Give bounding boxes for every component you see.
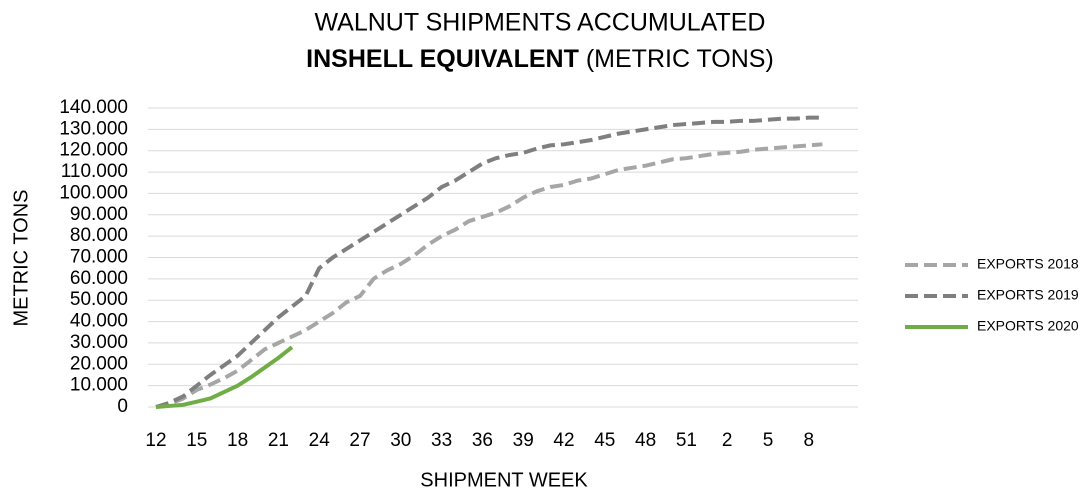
y-tick-label: 100.000	[59, 182, 128, 203]
subtitle-rest: (METRIC TONS)	[586, 45, 774, 73]
y-tick-label: 130.000	[59, 118, 128, 139]
y-tick-label: 40.000	[70, 311, 128, 332]
legend-label: EXPORTS 2018	[977, 256, 1079, 272]
y-tick-label: 90.000	[70, 204, 128, 225]
y-tick-label: 0	[117, 396, 128, 417]
x-tick-label: 24	[309, 430, 331, 451]
x-tick-label: 2	[722, 430, 733, 451]
x-tick-label: 30	[390, 430, 411, 451]
y-tick-label: 120.000	[59, 140, 128, 161]
x-tick-label: 18	[227, 430, 248, 451]
series-line	[155, 142, 823, 409]
legend-label: EXPORTS 2019	[977, 287, 1079, 303]
series-line	[155, 115, 823, 409]
x-tick-label: 21	[268, 430, 289, 451]
y-tick-label: 70.000	[70, 247, 128, 268]
x-tick-label: 48	[635, 430, 656, 451]
y-axis-label: METRIC TONS	[10, 189, 32, 326]
y-tick-label: 20.000	[70, 353, 128, 374]
y-tick-label: 80.000	[70, 225, 128, 246]
y-tick-label: 110.000	[61, 161, 128, 182]
x-tick-label: 42	[553, 430, 574, 451]
y-tick-label: 50.000	[70, 289, 128, 310]
chart-title: WALNUT SHIPMENTS ACCUMULATED	[315, 9, 766, 37]
x-tick-label: 36	[472, 430, 493, 451]
y-tick-label: 60.000	[70, 268, 128, 289]
subtitle-bold: INSHELL EQUIVALENT	[306, 45, 579, 73]
x-tick-label: 12	[145, 430, 166, 451]
x-tick-label: 51	[676, 430, 697, 451]
chart-subtitle: INSHELL EQUIVALENT (METRIC TONS)	[306, 45, 774, 73]
x-tick-label: 39	[513, 430, 534, 451]
x-tick-label: 45	[594, 430, 615, 451]
x-tick-label: 8	[804, 430, 815, 451]
legend-label: EXPORTS 2020	[977, 318, 1079, 334]
y-tick-label: 140.000	[59, 97, 128, 118]
x-tick-label: 15	[186, 430, 207, 451]
x-tick-label: 5	[763, 430, 774, 451]
series-line	[155, 345, 294, 409]
x-tick-label: 33	[431, 430, 452, 451]
x-axis-label: SHIPMENT WEEK	[420, 469, 588, 491]
y-tick-label: 10.000	[70, 375, 128, 396]
y-tick-label: 30.000	[70, 332, 128, 353]
x-tick-label: 27	[349, 430, 370, 451]
